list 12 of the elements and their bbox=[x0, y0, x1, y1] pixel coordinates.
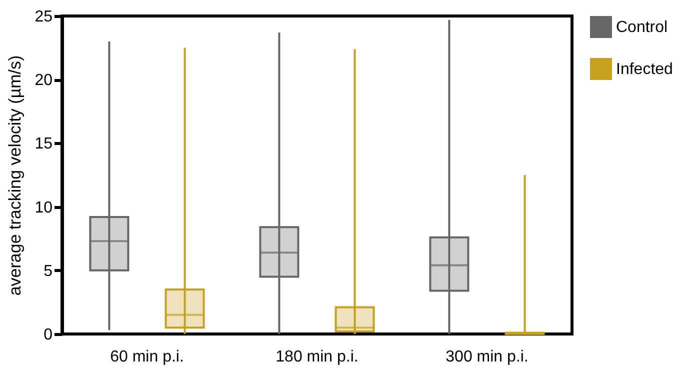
legend-label: Control bbox=[616, 19, 668, 36]
x-tick-label: 180 min p.i. bbox=[276, 348, 358, 366]
legend-label: Infected bbox=[616, 61, 673, 78]
y-tick-label: 20 bbox=[34, 72, 53, 90]
y-tick-label: 10 bbox=[34, 199, 53, 216]
y-tick-label: 25 bbox=[34, 8, 53, 26]
y-tick-label: 0 bbox=[44, 326, 53, 344]
x-tick-label: 60 min p.i. bbox=[110, 348, 184, 366]
y-tick-label: 15 bbox=[34, 136, 53, 153]
y-tick-label: 5 bbox=[44, 262, 53, 280]
x-tick-label: 300 min p.i. bbox=[446, 348, 528, 366]
y-axis-title: average tracking velocity (µm/s) bbox=[6, 55, 25, 296]
